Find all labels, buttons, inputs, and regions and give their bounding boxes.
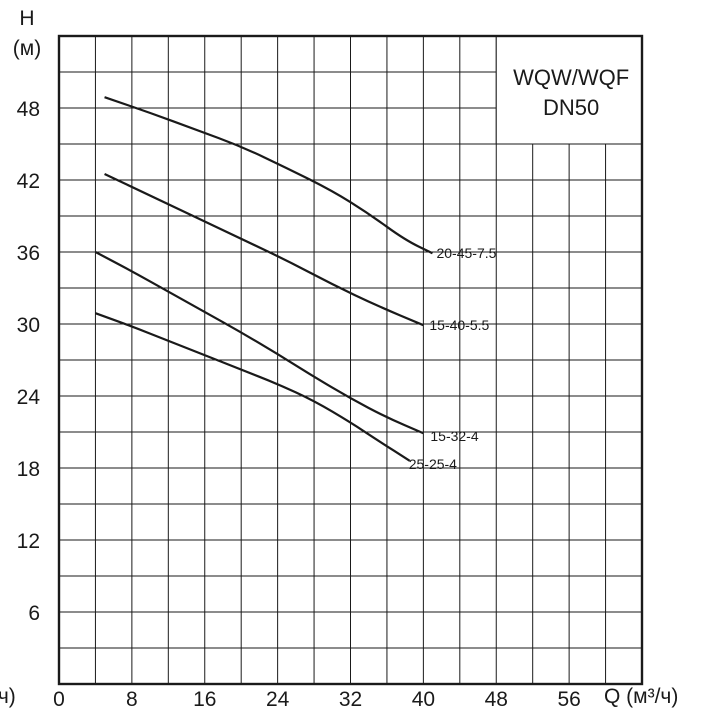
- curve-labels: 20-45-7.5 15-40-5.5 15-32-4 25-25-4: [409, 245, 497, 472]
- x-tick-label: 32: [339, 688, 362, 710]
- x-tick-label: 48: [485, 688, 508, 710]
- curve-label-20-45-7.5: 20-45-7.5: [436, 245, 496, 261]
- y-tick-label: 42: [17, 170, 40, 193]
- curve-25-25-4: [95, 312, 411, 462]
- chart-title-line-1: WQW/WQF: [513, 65, 629, 90]
- y-axis-title-line-1: H: [19, 7, 34, 30]
- x-tick-label: 24: [266, 688, 290, 710]
- curve-20-45-7.5: [104, 96, 433, 255]
- y-axis-title-line-2: (м): [13, 37, 41, 60]
- y-tick-label: 6: [28, 602, 40, 625]
- x-tick-label: 8: [126, 688, 138, 710]
- curve-15-40-5.5: [104, 173, 424, 327]
- x-tick-label: 0: [53, 688, 65, 710]
- curves: [94, 96, 433, 462]
- chart-title-line-2: DN50: [543, 95, 599, 120]
- x-tick-label: 40: [412, 688, 435, 710]
- curve-label-15-40-5.5: 15-40-5.5: [429, 317, 489, 333]
- x-axis-title: Q (м³/ч): [604, 685, 678, 708]
- y-tick-label: 18: [17, 458, 40, 481]
- x-tick-label: 16: [193, 688, 216, 710]
- tick-labels: 0 8 16 24 32 40 48 56 6 12 18 24 30 36 42 48: [17, 98, 581, 710]
- y-tick-label: 48: [17, 98, 40, 121]
- x-axis-title-fragment-left: /ч): [0, 685, 16, 708]
- y-tick-label: 12: [17, 530, 40, 553]
- curve-label-15-32-4: 15-32-4: [430, 428, 478, 444]
- plot-frame: [57, 34, 644, 686]
- y-tick-label: 24: [17, 386, 41, 409]
- x-tick-label: 56: [557, 688, 580, 710]
- y-tick-label: 36: [17, 242, 40, 265]
- curve-label-25-25-4: 25-25-4: [409, 456, 457, 472]
- title-box: [495, 35, 643, 145]
- curve-15-32-4: [94, 251, 424, 435]
- y-tick-label: 30: [17, 314, 40, 337]
